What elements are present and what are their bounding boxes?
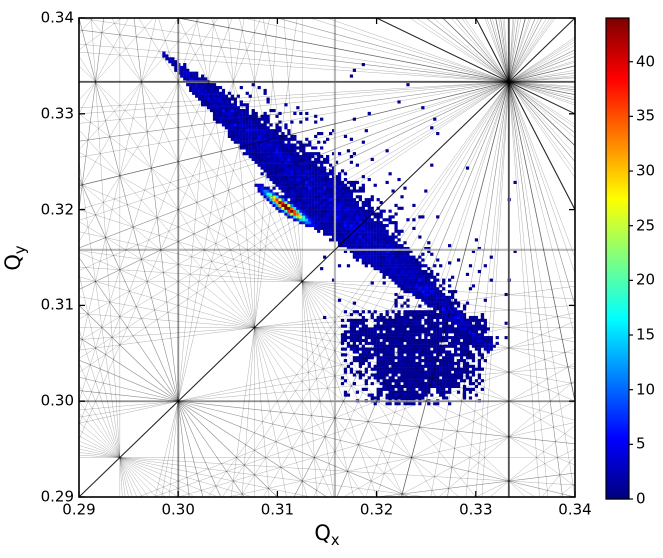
- x-tick-label: 0.33: [459, 500, 493, 519]
- x-tick-label: 0.32: [359, 500, 394, 519]
- y-axis-label-sub: y: [12, 244, 30, 254]
- y-tick-label: 0.33: [40, 104, 74, 123]
- colorbar-tick-label: 20: [636, 270, 656, 289]
- colorbar-tick-label: 15: [636, 325, 656, 344]
- colorbar-tick-label: 35: [636, 106, 656, 125]
- x-axis-label-base: Q: [314, 521, 331, 546]
- y-tick-label: 0.30: [40, 391, 74, 410]
- y-tick-label: 0.34: [40, 8, 74, 27]
- x-tick-label: 0.29: [62, 500, 96, 519]
- colorbar-tick-label: 25: [636, 216, 656, 235]
- y-tick-label: 0.31: [40, 295, 74, 314]
- x-tick-label: 0.34: [558, 500, 592, 519]
- x-tick-label: 0.30: [161, 500, 195, 519]
- colorbar-tick-label: 5: [636, 434, 646, 453]
- y-tick-label: 0.32: [40, 200, 74, 219]
- x-axis-label-sub: x: [330, 532, 340, 550]
- colorbar-tick-label: 40: [636, 52, 656, 71]
- x-tick-label: 0.31: [260, 500, 295, 519]
- colorbar-tick-label: 0: [636, 489, 646, 508]
- y-tick-label: 0.29: [40, 487, 74, 506]
- colorbar-tick-label: 10: [636, 380, 656, 399]
- x-axis-label: Qx: [314, 523, 339, 549]
- y-axis-label-base: Q: [1, 253, 26, 271]
- y-axis-label: Qy: [1, 244, 30, 271]
- colorbar-tick-label: 30: [636, 161, 656, 180]
